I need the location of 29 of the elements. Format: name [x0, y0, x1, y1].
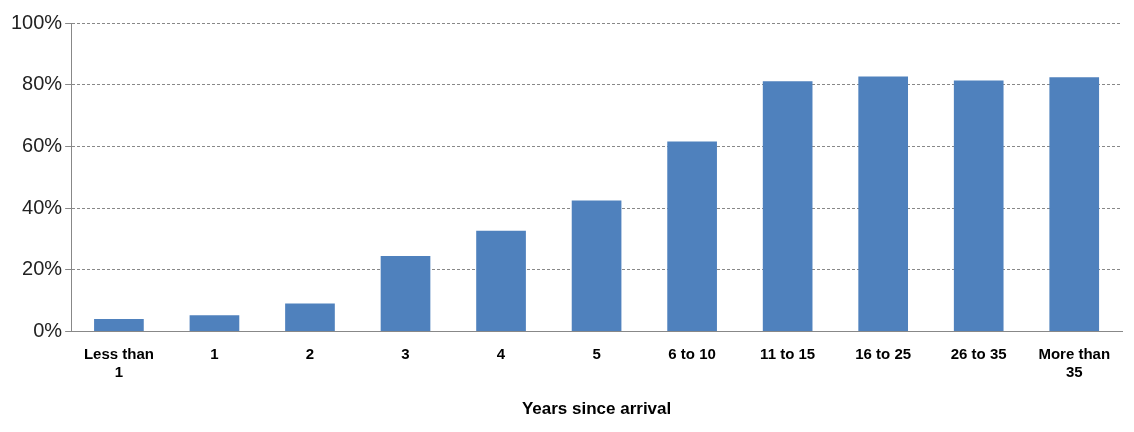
- y-tick-label: 20%: [22, 257, 63, 280]
- x-axis-title: Years since arrival: [521, 399, 672, 419]
- bar: [189, 315, 240, 332]
- bar: [1049, 77, 1100, 332]
- x-tick-label: More than 35: [1038, 344, 1111, 380]
- bar: [476, 230, 526, 332]
- bar: [285, 303, 335, 332]
- x-tick-label: 26 to 35: [950, 344, 1007, 362]
- x-tick-label: 6 to 10: [668, 344, 716, 362]
- y-tick-label: 100%: [11, 10, 63, 33]
- bar: [667, 141, 717, 332]
- x-tick-label: 3: [401, 344, 410, 362]
- y-tick-label: 80%: [22, 72, 63, 95]
- x-tick-label: 5: [592, 344, 601, 362]
- y-tick-label: 60%: [22, 133, 63, 156]
- bar: [953, 80, 1004, 332]
- x-tick-label: 2: [305, 344, 315, 362]
- y-tick-label: 0%: [33, 319, 63, 342]
- x-tick-label: 4: [496, 344, 506, 362]
- bar: [380, 255, 431, 332]
- x-tick-label: 16 to 25: [855, 344, 912, 362]
- x-tick-label: 11 to 15: [760, 344, 816, 362]
- bar: [94, 318, 144, 332]
- bar: [571, 200, 622, 332]
- x-tick-label: Less than 1: [83, 344, 154, 380]
- y-tick-label: 40%: [22, 195, 63, 218]
- bar: [858, 76, 909, 332]
- x-tick-label: 1: [210, 344, 219, 362]
- bar: [762, 81, 813, 332]
